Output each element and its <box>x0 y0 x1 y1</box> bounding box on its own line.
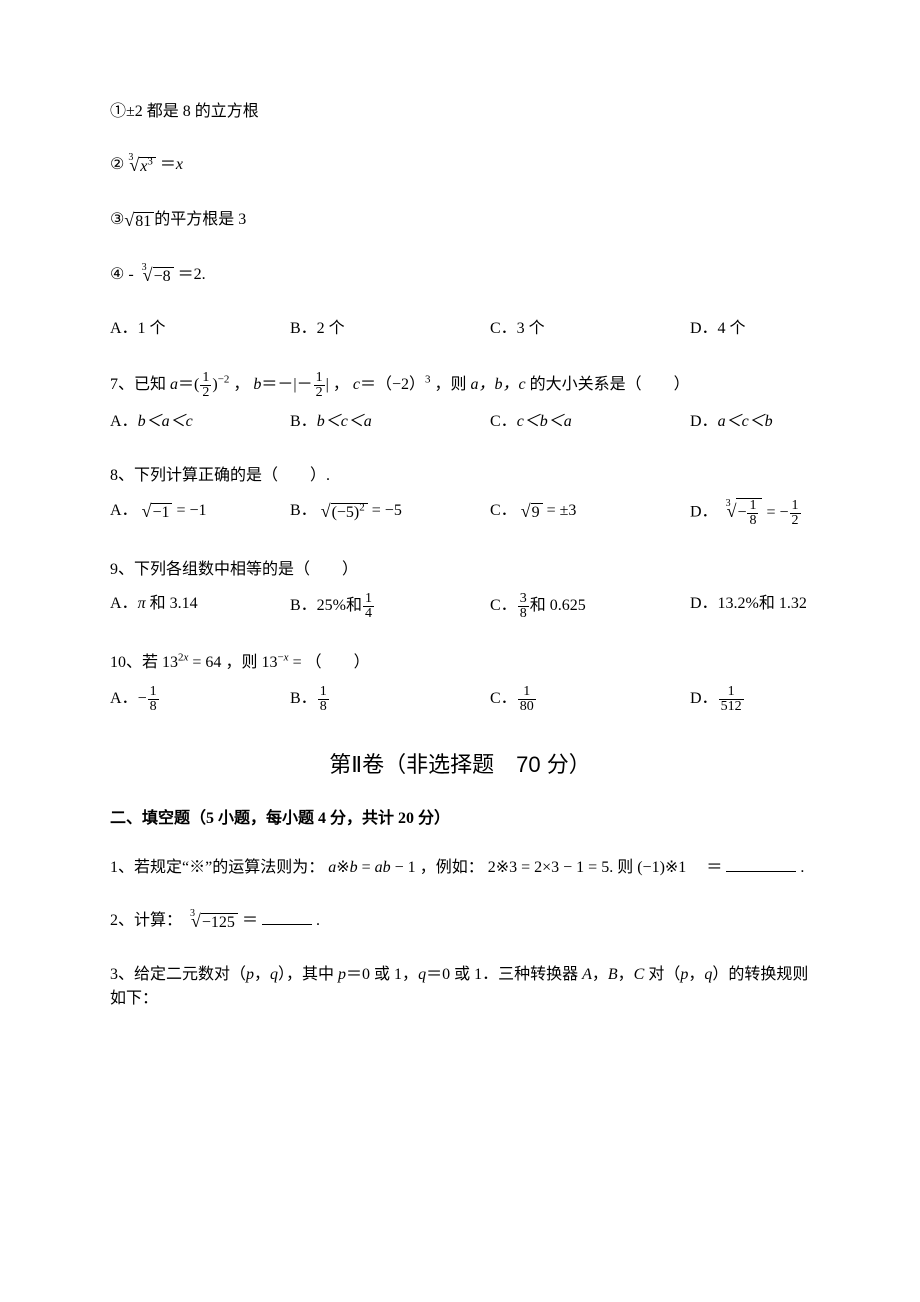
q7-m3: ，则 <box>435 376 471 393</box>
q8-options: A． √−1 = −1 B． √(−5)2 = −5 C． √9 = ±3 D．… <box>110 498 810 528</box>
fill-3: 3、给定二元数对（p，q），其中 p＝0 或 1，q＝0 或 1．三种转换器 A… <box>110 963 810 1011</box>
q7-opt-d: D．a＜c＜b <box>690 410 773 434</box>
statement-4-prefix: ④ - <box>110 266 138 283</box>
q10-opt-b: B．18 <box>290 685 490 714</box>
q8-stem: 8、下列计算正确的是（ ）. <box>110 464 810 488</box>
q7-opt-b: B．b＜c＜a <box>290 410 490 434</box>
q7-stem: 7、已知 a＝(12)−2 ， b＝－|－12| ， c＝（−2）3 ，则 a，… <box>110 371 810 400</box>
q10-opt-d: D．1512 <box>690 685 745 714</box>
q8-opt-c: C． √9 = ±3 <box>490 498 690 528</box>
q9-opt-d: D．13.2%和 1.32 <box>690 592 807 621</box>
q7-m1: ， <box>233 376 249 393</box>
q10-options: A．−18 B．18 C．180 D．1512 <box>110 685 810 714</box>
section2-title: 第Ⅱ卷（非选择题 70 分） <box>110 748 810 781</box>
q7-suf: 的大小关系是（ ） <box>530 376 690 393</box>
q7-options: A．b＜a＜c B．b＜c＜a C．c＜b＜a D．a＜c＜b <box>110 410 810 434</box>
statement-4-suffix: ＝2. <box>174 266 206 283</box>
q9-options: A．π 和 3.14 B．25%和14 C．38和 0.625 D．13.2%和… <box>110 592 810 621</box>
statement-3-tail: 的平方根是 3 <box>154 211 246 228</box>
q9-opt-b: B．25%和14 <box>290 592 490 621</box>
statement-2: ②3√x3 ＝x <box>110 152 810 179</box>
q6-opt-c: C．3 个 <box>490 317 690 341</box>
q8-opt-b: B． √(−5)2 = −5 <box>290 498 490 528</box>
q7-pre: 7、已知 <box>110 376 170 393</box>
fill-2-blank <box>262 908 312 925</box>
q10-stem: 10、若 132x = 64 ，则 13−x = （ ） <box>110 651 810 675</box>
statement-4: ④ - 3√−8 ＝2. <box>110 262 810 289</box>
q7-opt-a: A．b＜a＜c <box>110 410 290 434</box>
q6-options: A．1 个 B．2 个 C．3 个 D．4 个 <box>110 317 810 341</box>
q6-opt-d: D．4 个 <box>690 317 746 341</box>
section2-sub: 二、填空题（5 小题，每小题 4 分，共计 20 分） <box>110 807 810 831</box>
q6-opt-b: B．2 个 <box>290 317 490 341</box>
q9-opt-a: A．π 和 3.14 <box>110 592 290 621</box>
fill-1: 1、若规定“※”的运算法则为： a※b = ab − 1 ，例如： 2※3 = … <box>110 855 810 880</box>
q7-opt-c: C．c＜b＜a <box>490 410 690 434</box>
statement-3: ③√81的平方根是 3 <box>110 207 810 234</box>
fill-2: 2、计算： 3√−125 ＝ . <box>110 908 810 935</box>
q9-stem: 9、下列各组数中相等的是（ ） <box>110 558 810 582</box>
q10-opt-c: C．180 <box>490 685 690 714</box>
q7-m2: ， <box>333 376 349 393</box>
q8-opt-a: A． √−1 = −1 <box>110 498 290 528</box>
statement-1: ①±2 都是 8 的立方根 <box>110 100 810 124</box>
q7-abc: a，b，c <box>471 376 526 393</box>
q6-opt-a: A．1 个 <box>110 317 290 341</box>
fill-1-blank <box>726 855 796 872</box>
q8-opt-d: D． 3√−18 = −12 <box>690 498 802 528</box>
q9-opt-c: C．38和 0.625 <box>490 592 690 621</box>
q10-opt-a: A．−18 <box>110 685 290 714</box>
